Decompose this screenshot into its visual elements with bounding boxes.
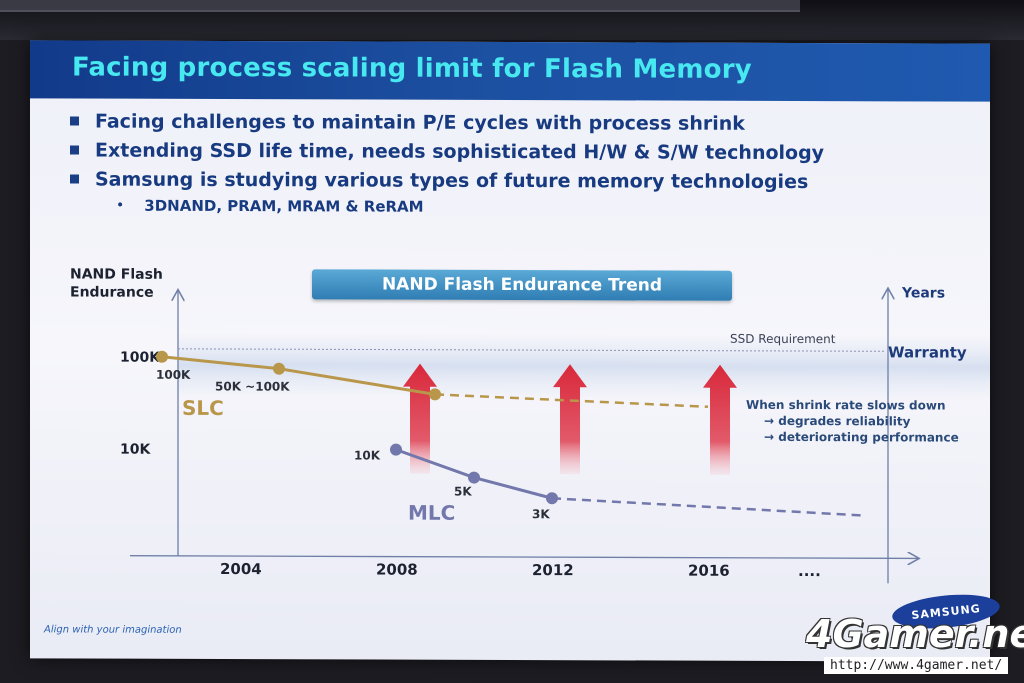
red-up-arrow — [553, 364, 587, 475]
right-axis-label: Years — [901, 285, 945, 301]
data-point — [156, 350, 168, 363]
annotation-line: → degrades reliability — [764, 414, 911, 429]
chart-title-badge: NAND Flash Endurance Trend — [312, 269, 732, 301]
y-tick-label: 10K — [120, 442, 151, 458]
annotation-line: When shrink rate slows down — [746, 398, 945, 413]
data-label: 3K — [532, 507, 550, 521]
data-label: 50K ~100K — [215, 379, 290, 393]
ssd-requirement-line — [178, 348, 885, 352]
series-projection-mlc — [551, 497, 865, 517]
series-projection-slc — [434, 393, 709, 409]
series-name-slc: SLC — [182, 396, 224, 420]
data-label: 100K — [156, 368, 191, 382]
x-tick-label: 2008 — [376, 561, 418, 579]
data-label: 10K — [354, 448, 381, 462]
warranty-label: Warranty — [888, 343, 967, 361]
y-tick-label: 100K — [120, 350, 161, 366]
red-up-arrow — [703, 364, 737, 475]
screen-frame — [0, 0, 800, 12]
warranty-band — [178, 332, 990, 400]
presentation-slide: Facing process scaling limit for Flash M… — [30, 40, 1002, 662]
ssd-requirement-label: SSD Requirement — [730, 332, 836, 346]
data-point — [468, 471, 480, 484]
data-point — [546, 492, 558, 505]
annotation-line: → deteriorating performance — [764, 430, 959, 445]
data-label: 5K — [454, 484, 472, 498]
x-tick-label: 2012 — [532, 561, 574, 579]
x-tick-label: .... — [798, 562, 821, 580]
footer-tagline: Align with your imagination — [44, 624, 182, 636]
data-point — [429, 388, 441, 401]
endurance-chart: NAND Flash Endurance Years 100K 10K 2004 2008 2… — [70, 266, 990, 584]
watermark-url: http://www.4gamer.net/ — [824, 657, 1009, 674]
y-axis-label: NAND Flash — [70, 266, 163, 282]
data-point — [273, 362, 285, 375]
x-tick-label: 2016 — [688, 562, 730, 580]
y-axis-label: Endurance — [70, 284, 154, 300]
watermark-brand: 4Gamer.net — [806, 612, 1024, 656]
series-name-mlc: MLC — [408, 501, 455, 525]
data-point — [390, 443, 402, 456]
x-axis — [130, 556, 918, 559]
x-tick-label: 2004 — [220, 560, 262, 578]
